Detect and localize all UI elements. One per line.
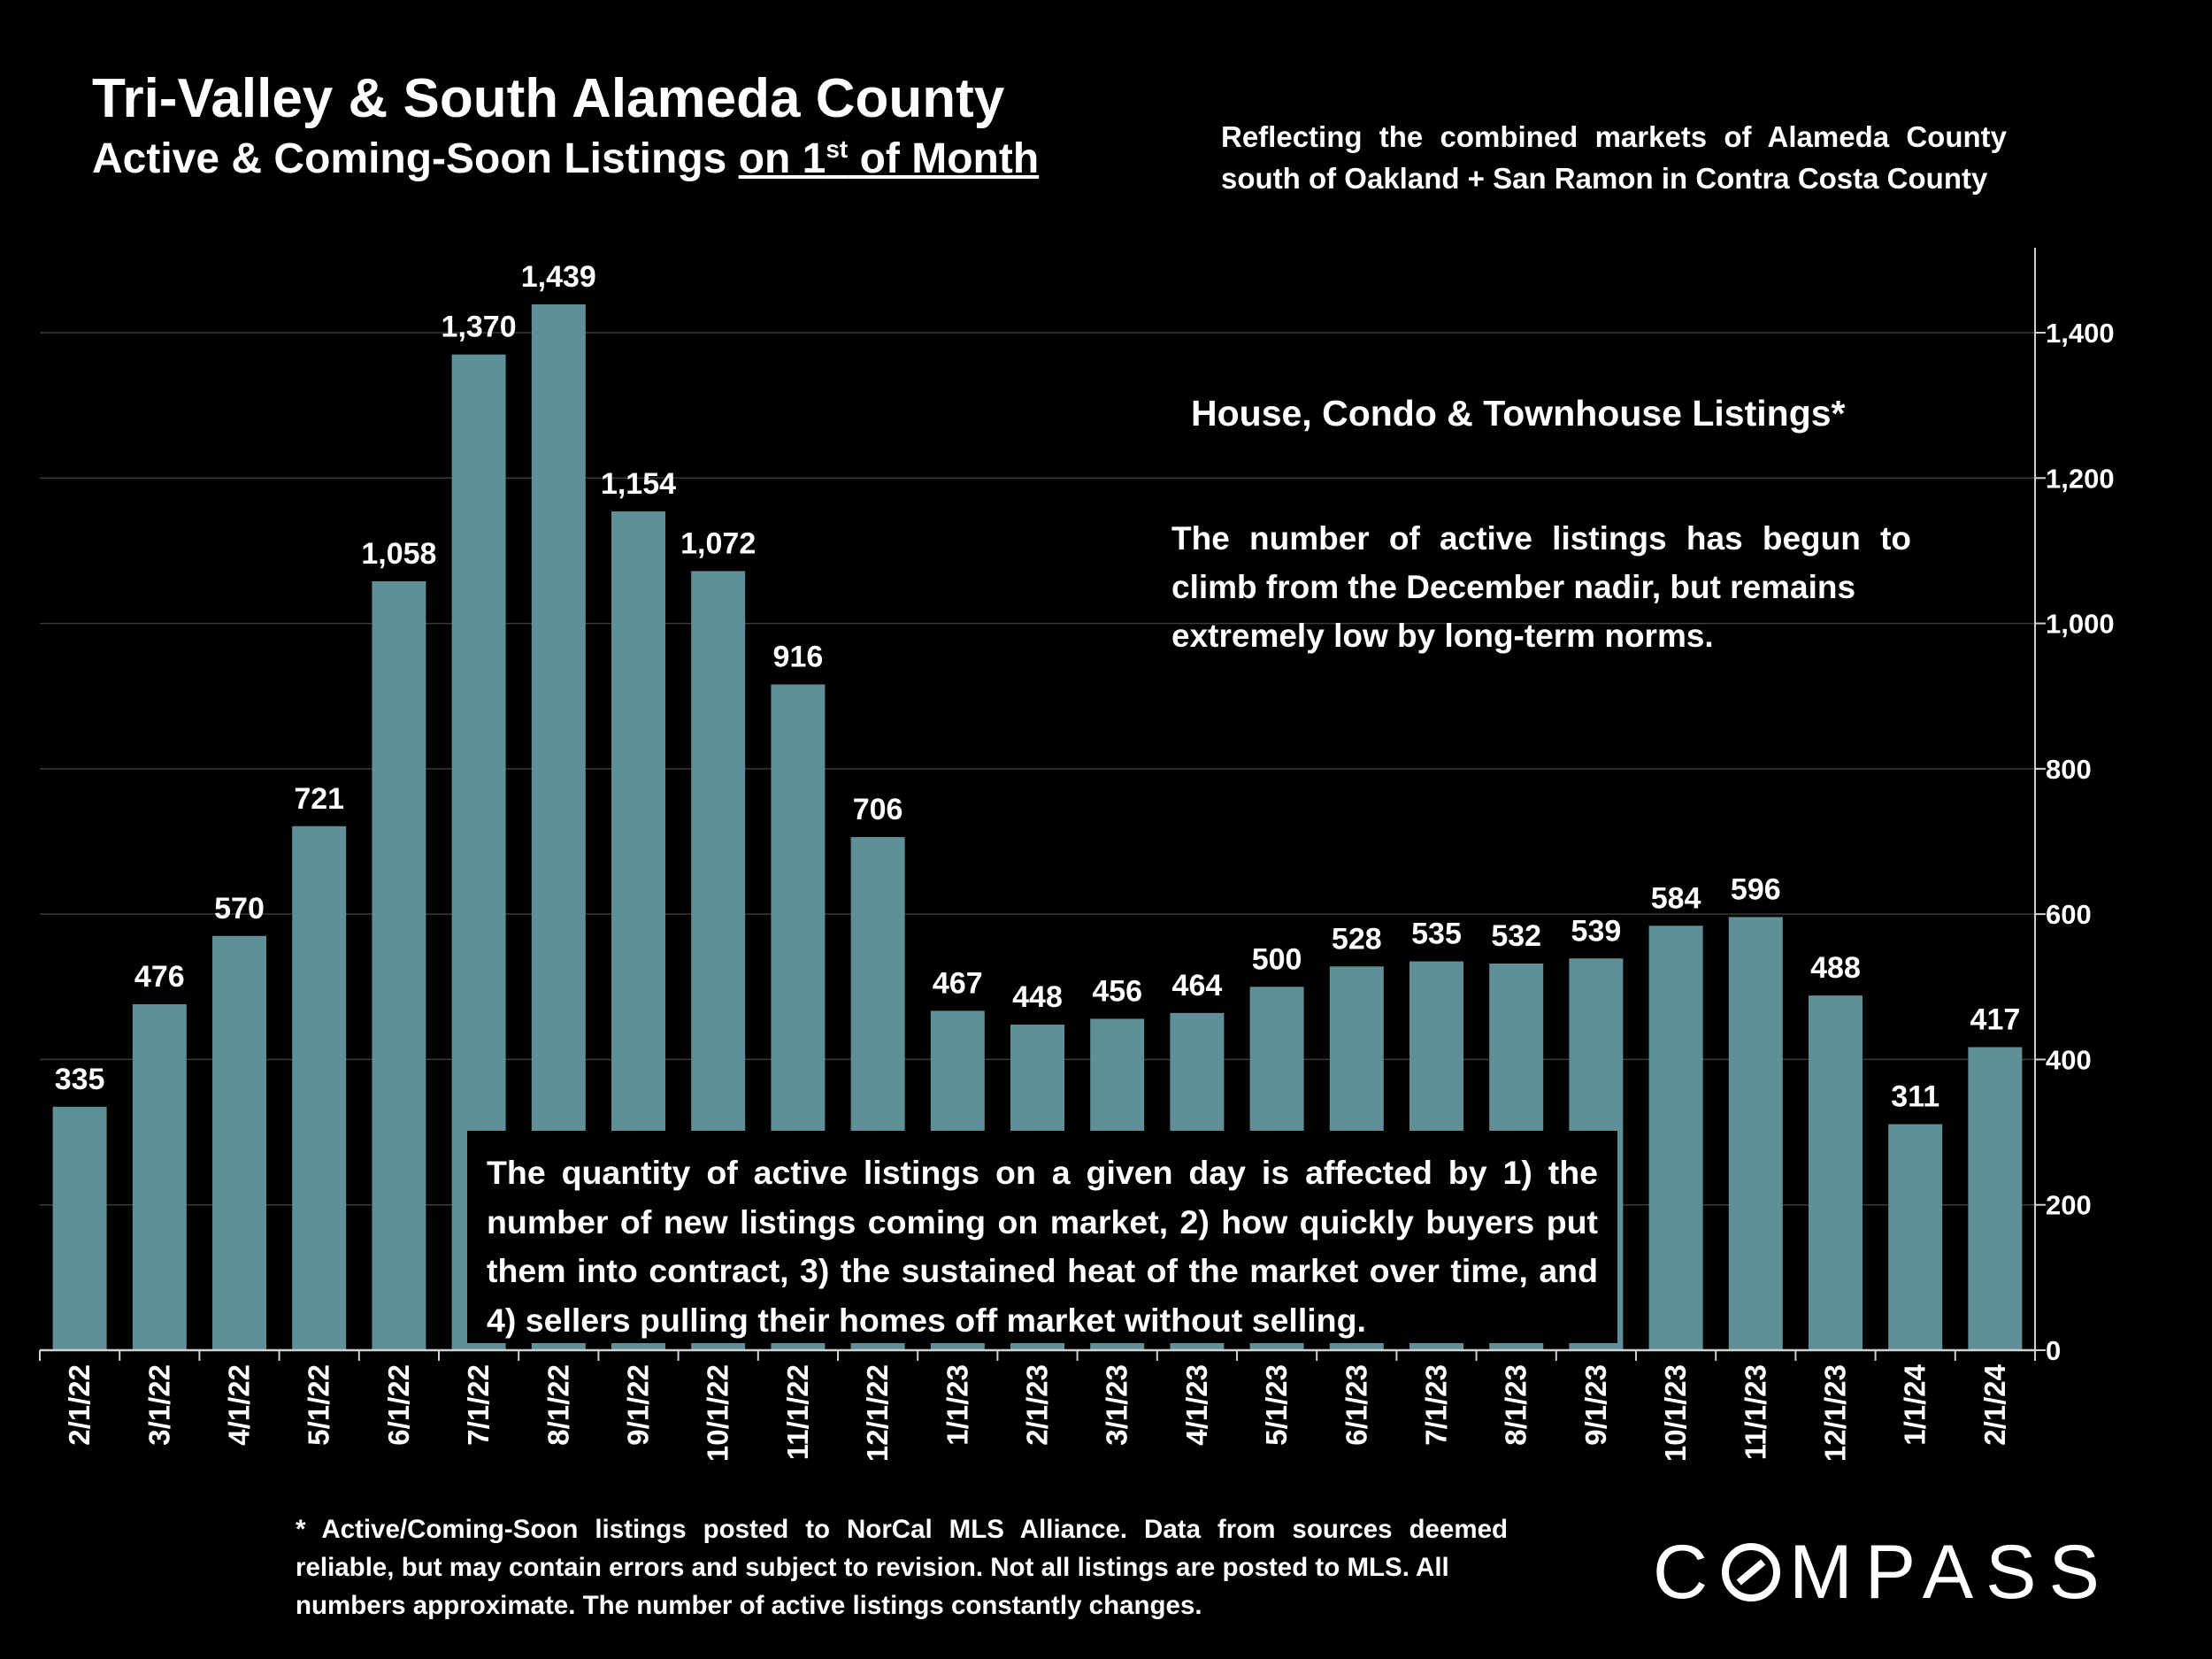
value-label: 448 <box>1012 980 1063 1014</box>
x-tick-label: 9/1/22 <box>622 1364 655 1446</box>
subtitle-month: of Month <box>848 135 1040 182</box>
x-tick-label: 8/1/23 <box>1500 1364 1532 1446</box>
y-tick-label: 1,400 <box>2046 318 2115 349</box>
x-tick-label: 2/1/23 <box>1021 1364 1054 1446</box>
x-tick-label: 2/1/22 <box>63 1364 96 1446</box>
y-tick-label: 600 <box>2046 899 2092 930</box>
value-label: 596 <box>1731 872 1781 906</box>
x-tick-label: 11/1/22 <box>781 1364 814 1460</box>
value-label: 721 <box>294 782 344 816</box>
x-tick-label: 7/1/22 <box>462 1364 495 1446</box>
logo-rest: MPASS <box>1789 1530 2112 1615</box>
value-label: 456 <box>1092 974 1142 1008</box>
trend-note-last: extremely low by long-term norms. <box>1171 617 1714 654</box>
logo-o-icon <box>1722 1543 1781 1601</box>
value-label: 1,072 <box>680 526 756 560</box>
y-tick-label: 0 <box>2046 1335 2061 1366</box>
value-label: 1,439 <box>521 260 596 294</box>
value-label: 570 <box>214 892 265 926</box>
bar <box>212 935 266 1350</box>
value-label: 916 <box>773 641 824 674</box>
bar <box>1728 917 1783 1350</box>
value-label: 311 <box>1891 1080 1939 1114</box>
bar <box>132 1004 187 1350</box>
market-scope-line-2: south of Oakland + San Ramon in Contra C… <box>1221 161 1988 195</box>
axes <box>39 248 2046 1361</box>
subtitle-ordinal: st <box>826 135 849 163</box>
x-tick-label: 4/1/23 <box>1180 1364 1213 1446</box>
y-tick-labels: 0 200 400 600 800 1,000 1,200 1,400 <box>2046 318 2115 1366</box>
bar <box>1648 926 1703 1350</box>
x-tick-label: 2/1/24 <box>1978 1363 2011 1445</box>
x-tick-label: 10/1/22 <box>702 1364 734 1462</box>
x-tick-label: 9/1/23 <box>1579 1364 1612 1446</box>
y-tick-label: 1,200 <box>2046 463 2115 494</box>
footnote-last: numbers approximate. The number of activ… <box>296 1590 1202 1620</box>
x-tick-label: 8/1/22 <box>541 1364 574 1446</box>
bar <box>1968 1047 2023 1350</box>
x-tick-label: 6/1/22 <box>382 1364 415 1446</box>
value-label: 584 <box>1651 881 1701 915</box>
subtitle-underlined: on 1st of Month <box>739 135 1039 182</box>
x-tick-label: 3/1/22 <box>142 1364 175 1446</box>
x-tick-label: 12/1/22 <box>861 1364 894 1462</box>
value-label: 488 <box>1810 951 1861 985</box>
x-tick-label: 1/1/24 <box>1899 1363 1932 1445</box>
bar <box>372 580 426 1350</box>
x-tick-labels: 2/1/22 3/1/22 4/1/22 5/1/22 6/1/22 7/1/22 8/1/… <box>63 1363 2011 1462</box>
compass-logo: C MPASS <box>1653 1529 2112 1617</box>
footnote-main: * Active/Coming-Soon listings posted to … <box>296 1515 1508 1582</box>
bar <box>1888 1124 1943 1350</box>
value-label: 539 <box>1571 914 1622 948</box>
value-label: 532 <box>1491 919 1541 953</box>
x-tick-label: 12/1/23 <box>1819 1364 1852 1462</box>
value-label: 1,154 <box>601 467 676 501</box>
series-label: House, Condo & Townhouse Listings* <box>1191 393 1846 434</box>
value-label: 335 <box>55 1063 105 1096</box>
market-scope-note: Reflecting the combined markets of Alame… <box>1221 117 2007 200</box>
footnote: * Active/Coming-Soon listings posted to … <box>296 1511 1508 1624</box>
bar <box>1809 995 1863 1350</box>
value-label: 500 <box>1252 942 1302 976</box>
logo-c: C <box>1653 1530 1721 1615</box>
quantity-note-box: The quantity of active listings on a giv… <box>467 1131 1617 1343</box>
chart-subtitle: Active & Coming-Soon Listings on 1st of … <box>92 134 1039 183</box>
x-tick-label: 10/1/23 <box>1659 1364 1692 1462</box>
y-tick-label: 1,000 <box>2046 609 2115 640</box>
market-scope-line-1: Reflecting the combined markets of Alame… <box>1221 120 2007 153</box>
value-label: 417 <box>1970 1002 2021 1036</box>
y-tick-label: 800 <box>2046 754 2092 785</box>
y-tick-label: 200 <box>2046 1190 2092 1221</box>
value-label: 706 <box>853 793 903 826</box>
value-label: 464 <box>1172 969 1223 1002</box>
value-label: 1,058 <box>361 537 436 571</box>
value-label: 1,370 <box>442 311 517 344</box>
value-label: 535 <box>1411 918 1462 951</box>
x-tick-label: 6/1/23 <box>1340 1364 1372 1446</box>
subtitle-prefix: Active & Coming-Soon Listings <box>92 135 739 182</box>
subtitle-on: on 1 <box>738 135 826 182</box>
bar <box>292 826 347 1350</box>
value-label: 528 <box>1332 922 1382 956</box>
value-label: 467 <box>933 966 983 1000</box>
trend-note: The number of active listings has begun … <box>1171 515 1911 660</box>
bar <box>52 1106 107 1350</box>
x-tick-label: 5/1/22 <box>303 1364 335 1446</box>
x-tick-label: 3/1/23 <box>1101 1364 1133 1446</box>
x-tick-label: 4/1/22 <box>223 1364 256 1446</box>
x-tick-label: 1/1/23 <box>941 1364 973 1446</box>
y-tick-label: 400 <box>2046 1044 2092 1075</box>
x-tick-label: 5/1/23 <box>1260 1364 1293 1446</box>
value-label: 476 <box>134 960 185 994</box>
x-tick-label: 7/1/23 <box>1420 1364 1453 1446</box>
trend-note-main: The number of active listings has begun … <box>1171 520 1911 605</box>
chart-title: Tri-Valley & South Alameda County <box>92 68 1005 129</box>
x-tick-label: 11/1/23 <box>1739 1364 1771 1460</box>
